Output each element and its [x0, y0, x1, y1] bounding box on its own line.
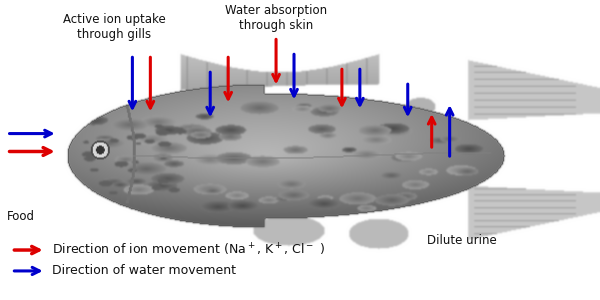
- Text: Direction of ion movement (Na$^+$, K$^+$, Cl$^-$ ): Direction of ion movement (Na$^+$, K$^+$…: [52, 242, 325, 258]
- Text: Direction of water movement: Direction of water movement: [52, 264, 236, 278]
- Text: Dilute urine: Dilute urine: [427, 234, 497, 247]
- Text: Water absorption
through skin: Water absorption through skin: [225, 4, 327, 32]
- Text: Active ion uptake
through gills: Active ion uptake through gills: [63, 13, 166, 40]
- Text: Food: Food: [7, 210, 35, 223]
